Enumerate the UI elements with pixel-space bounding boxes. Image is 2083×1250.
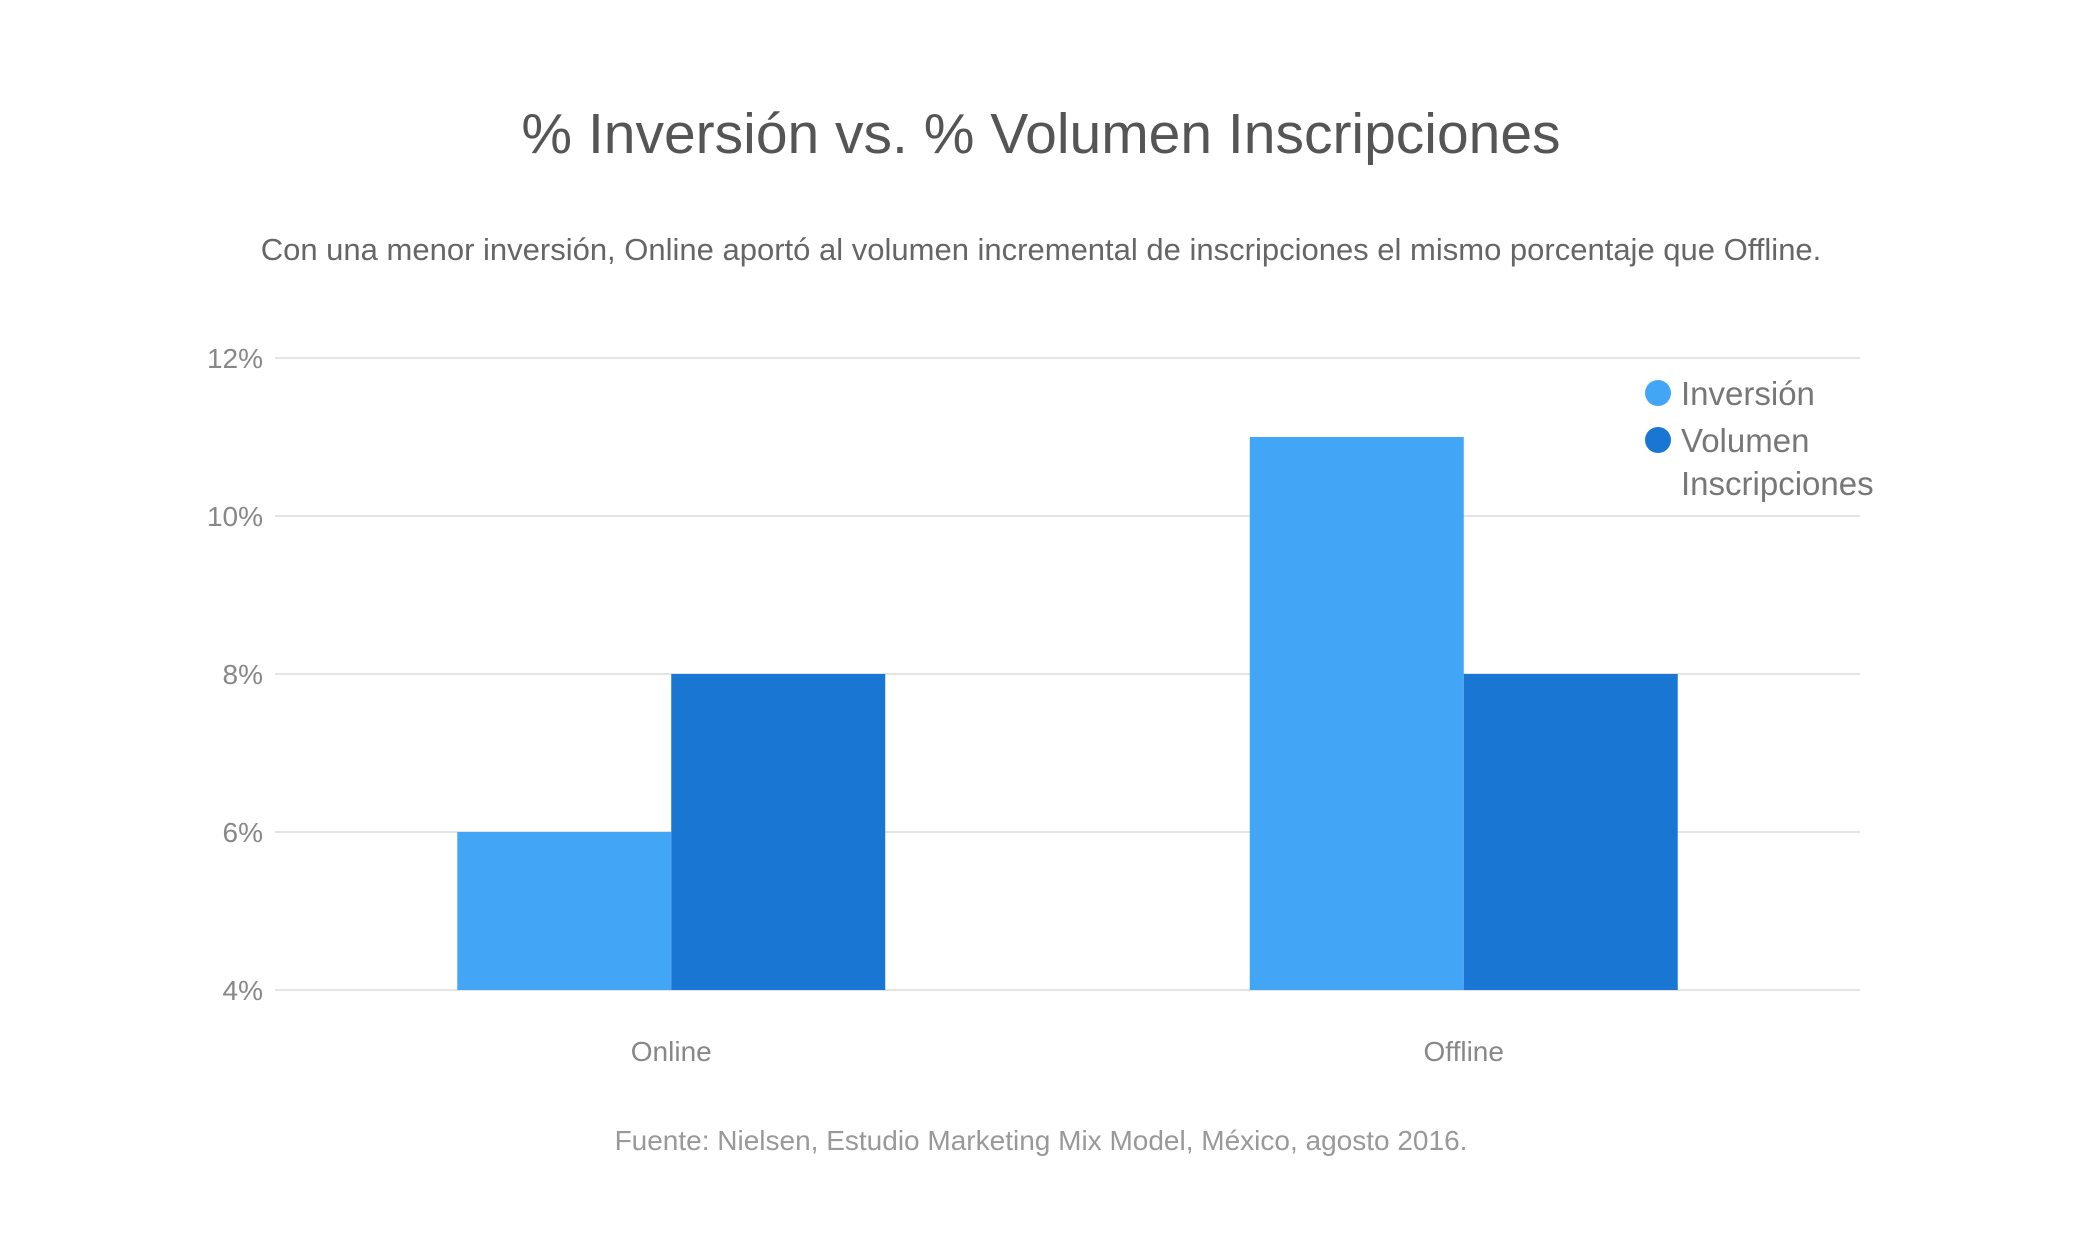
bars [457, 437, 1678, 990]
bar-offline-series-0 [1249, 437, 1464, 990]
legend-label-1-line-1: Inscripciones [1681, 465, 1874, 502]
grid: 4% 6% 8% 10% 12% [207, 343, 1860, 1006]
y-tick-label-1: 6% [223, 817, 263, 848]
x-axis: Online Offline [631, 1036, 1504, 1067]
y-tick-label-4: 12% [207, 343, 263, 374]
bar-online-series-0 [457, 832, 672, 990]
x-tick-label-0: Online [631, 1036, 712, 1067]
chart-subtitle: Con una menor inversión, Online aportó a… [261, 232, 1822, 267]
bar-online-series-1 [671, 674, 886, 990]
source-note: Fuente: Nielsen, Estudio Marketing Mix M… [615, 1125, 1468, 1156]
y-tick-label-3: 10% [207, 501, 263, 532]
legend-marker-1 [1645, 427, 1671, 453]
chart-title: % Inversión vs. % Volumen Inscripciones [521, 102, 1560, 166]
x-tick-label-1: Offline [1424, 1036, 1504, 1067]
legend-marker-0 [1645, 380, 1671, 406]
y-tick-label-0: 4% [223, 975, 263, 1006]
bar-offline-series-1 [1463, 674, 1678, 990]
legend-label-1-line-0: Volumen [1681, 422, 1809, 459]
legend: Inversión Volumen Inscripciones [1645, 375, 1874, 502]
y-tick-label-2: 8% [223, 659, 263, 690]
legend-label-0: Inversión [1681, 375, 1815, 412]
